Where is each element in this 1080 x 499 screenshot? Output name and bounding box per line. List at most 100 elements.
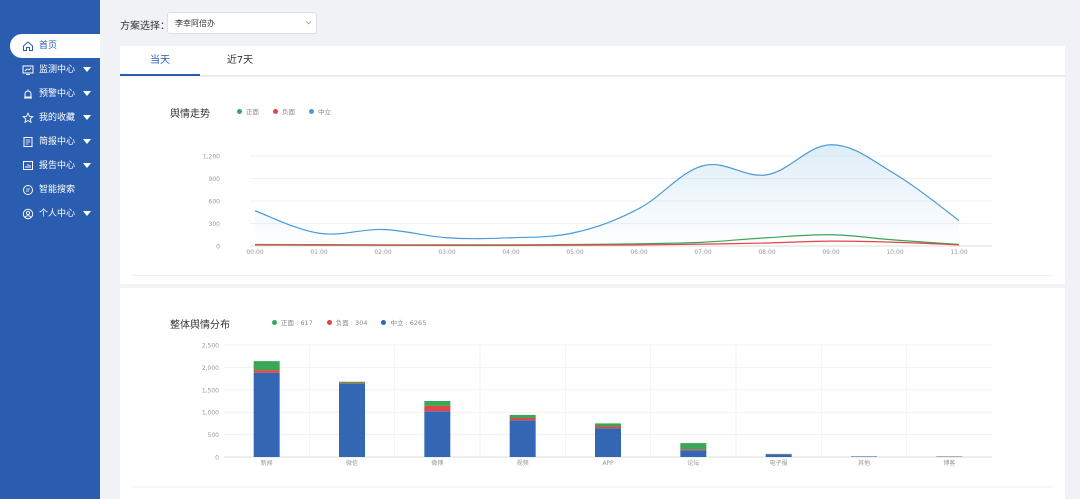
x-tick-label: 00:00 <box>246 249 263 256</box>
trend-chart: 0 300 600 900 1,200 00:00 01:00 02:00 03:00 04:00… <box>203 144 992 256</box>
sidebar-item-5[interactable]: 报告中心 <box>0 154 100 178</box>
bar-segment[interactable] <box>509 414 536 419</box>
legend-label: 中立 <box>318 108 331 116</box>
legend-dot <box>381 319 387 325</box>
x-tick-label: 电子报 <box>770 459 788 467</box>
legend-dot <box>326 319 332 325</box>
x-tick-label: 10:00 <box>886 249 903 256</box>
bar-segment[interactable] <box>595 428 621 457</box>
legend-dot <box>309 108 314 114</box>
x-tick-label: 微信 <box>346 459 358 467</box>
y-tick-label: 2,000 <box>202 365 219 372</box>
sidebar-item-1[interactable]: 监测中心 <box>0 58 100 82</box>
caret-down-icon <box>83 211 91 216</box>
sidebar-item-7[interactable]: 个人中心 <box>0 202 100 226</box>
report-icon <box>23 161 33 170</box>
legend-label: 正面 <box>246 108 259 116</box>
document-icon <box>23 137 33 147</box>
sidebar-item-label: 简报中心 <box>39 137 76 147</box>
bar-segment[interactable] <box>509 418 536 421</box>
legend-label: 负面 : 304 <box>335 319 368 327</box>
legend-positive[interactable]: 正面 <box>237 106 259 116</box>
legend-neutral[interactable]: 中立 : 6265 <box>381 317 426 327</box>
plan-select[interactable]: 李幸阿倍办 <box>167 12 317 34</box>
chat-search-icon <box>23 185 33 195</box>
distribution-title: 整体舆情分布 <box>170 320 230 331</box>
bar-segment[interactable] <box>253 370 280 373</box>
bar-segment[interactable] <box>680 450 707 457</box>
bar-segment[interactable] <box>680 443 707 450</box>
divider <box>132 275 1053 276</box>
caret-down-icon <box>83 67 91 72</box>
x-tick-label: 05:00 <box>566 249 583 256</box>
sidebar-item-label: 首页 <box>39 41 58 51</box>
sidebar-item-label: 预警中心 <box>39 89 76 99</box>
x-tick-label: 07:00 <box>694 249 711 256</box>
legend-label: 中立 : 6265 <box>390 319 427 327</box>
y-tick-label: 1,200 <box>203 154 220 161</box>
sidebar-item-0[interactable]: 首页 <box>10 34 100 58</box>
bar-segment[interactable] <box>765 454 792 457</box>
plan-select-value: 李幸阿倍办 <box>175 19 215 28</box>
y-tick-label: 900 <box>209 176 221 183</box>
legend-neutral[interactable]: 中立 <box>309 106 331 116</box>
distribution-chart: 0 500 1,000 1,500 2,000 2,500 新闻 微信 微博 视频 APP 论坛 电子报… <box>132 343 1053 488</box>
bar-segment[interactable] <box>339 383 365 384</box>
x-tick-label: 视频 <box>517 459 529 467</box>
distribution-legend: 正面 : 617 负面 : 304 中立 : 6265 <box>272 317 426 327</box>
bar-segment[interactable] <box>339 383 365 457</box>
bar-segment[interactable] <box>253 372 280 457</box>
y-tick-label: 1,500 <box>202 387 219 394</box>
bar-segment[interactable] <box>680 449 707 451</box>
bar-segment[interactable] <box>595 423 621 427</box>
plan-select-label: 方案选择： <box>120 21 170 32</box>
y-tick-label: 0 <box>216 244 220 251</box>
y-tick-label: 500 <box>208 432 220 439</box>
caret-down-icon <box>83 163 91 168</box>
x-tick-label: 微博 <box>431 459 443 467</box>
x-tick-label: 08:00 <box>758 249 775 256</box>
legend-positive[interactable]: 正面 : 617 <box>272 317 313 327</box>
bar-segment[interactable] <box>424 411 451 457</box>
legend-dot <box>237 108 242 114</box>
sidebar-item-3[interactable]: 我的收藏 <box>0 106 100 130</box>
legend-negative[interactable]: 负面 <box>273 106 295 116</box>
x-tick-label: 其他 <box>858 459 870 467</box>
legend-dot <box>273 108 278 114</box>
bar-segment[interactable] <box>424 405 451 412</box>
caret-down-icon <box>83 115 91 120</box>
x-tick-label: 02:00 <box>374 249 391 256</box>
bar-segment[interactable] <box>509 420 536 457</box>
legend-negative[interactable]: 负面 : 304 <box>326 317 368 327</box>
x-tick-label: 04:00 <box>502 249 519 256</box>
bar-segment[interactable] <box>253 361 280 371</box>
sidebar-item-4[interactable]: 简报中心 <box>0 130 100 154</box>
bar-segment[interactable] <box>339 381 365 384</box>
sidebar-item-2[interactable]: 预警中心 <box>0 82 100 106</box>
bar-segment[interactable] <box>595 426 621 429</box>
caret-down-icon <box>83 139 91 144</box>
y-tick-label: 2,500 <box>202 343 219 350</box>
alarm-icon <box>24 89 32 99</box>
tab-bar: 当天 近7天 <box>120 46 1065 76</box>
trend-title: 舆情走势 <box>170 109 210 120</box>
sidebar-item-6[interactable]: 智能搜索 <box>0 178 100 202</box>
tab-today[interactable]: 当天 <box>120 46 200 76</box>
y-tick-label: 0 <box>215 455 219 462</box>
y-tick-label: 1,000 <box>202 410 219 417</box>
x-tick-label: 03:00 <box>438 249 455 256</box>
tab-last-7-days[interactable]: 近7天 <box>226 55 254 66</box>
x-tick-label: 11:00 <box>950 249 967 256</box>
series-area-neutral <box>255 144 959 246</box>
x-tick-label: 09:00 <box>822 249 839 256</box>
sidebar: 首页监测中心预警中心我的收藏简报中心报告中心 智能搜索 个人中心 <box>0 0 100 499</box>
series-line-2 <box>254 144 960 240</box>
legend-label: 正面 : 617 <box>281 319 313 327</box>
x-tick-label: 新闻 <box>261 459 273 467</box>
monitor-icon <box>22 65 34 75</box>
x-tick-label: APP <box>602 460 614 467</box>
user-icon <box>22 208 34 220</box>
bar-segment[interactable] <box>424 401 451 406</box>
chevron-down-icon <box>305 20 312 25</box>
sidebar-item-label: 监测中心 <box>39 65 76 75</box>
